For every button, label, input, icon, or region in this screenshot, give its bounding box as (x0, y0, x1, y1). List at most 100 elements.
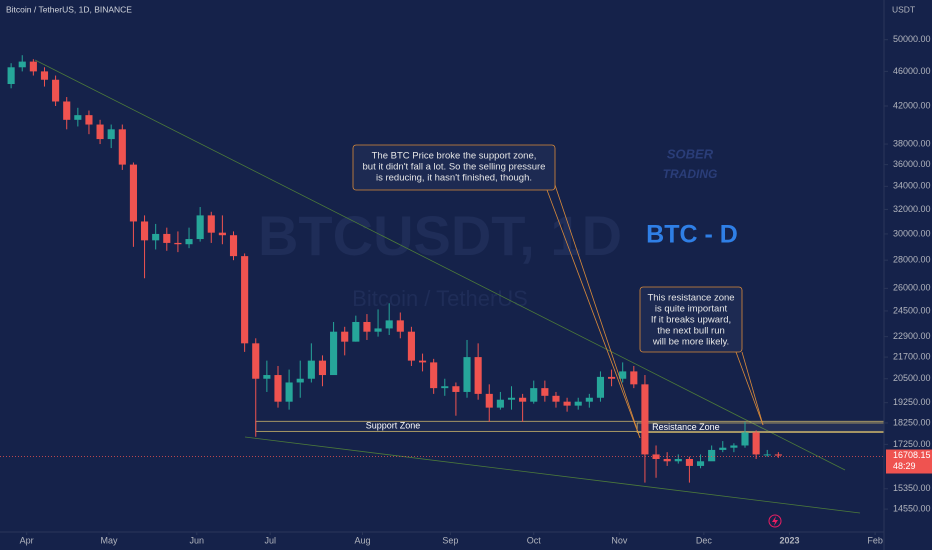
candle-body (352, 321, 360, 342)
candle-body (385, 320, 393, 329)
candle-body (18, 61, 26, 68)
y-tick-label: 17250.00 (893, 439, 931, 449)
candle-body (107, 129, 115, 140)
candle-body (463, 357, 471, 392)
candle-body (241, 256, 249, 344)
candle-body (330, 331, 338, 376)
candle-body (296, 378, 304, 383)
candle-body (207, 215, 215, 233)
candle-body (452, 386, 460, 392)
candle-body (541, 388, 549, 396)
annotation-text: will be more likely. (652, 337, 729, 348)
candle-body (218, 232, 226, 236)
zone-label: Resistance Zone (652, 422, 720, 432)
x-tick-label: Jun (190, 535, 205, 545)
x-tick-label: 2023 (779, 535, 799, 545)
zone-label: Support Zone (366, 421, 421, 431)
candle-body (596, 376, 605, 398)
candle-body (430, 362, 438, 389)
y-tick-label: 15350.00 (893, 483, 931, 493)
candle-body (507, 397, 516, 400)
candle-body (152, 233, 160, 241)
y-tick-label: 19250.00 (893, 397, 931, 407)
candle-body (374, 328, 382, 332)
candle-body (441, 386, 449, 389)
event-icon (768, 514, 782, 528)
candle-body (229, 235, 238, 257)
x-tick-label: Jul (264, 535, 276, 545)
candle-body (185, 239, 193, 245)
y-tick-label: 21700.00 (893, 351, 931, 361)
candle-body (530, 388, 538, 402)
callout-line (741, 351, 764, 426)
logo: SOBER (667, 146, 714, 161)
x-tick-label: Dec (696, 535, 713, 545)
annotation-box (639, 286, 743, 353)
chart-title: BTC - D (646, 221, 738, 249)
callout-line (546, 189, 641, 439)
candle-body (263, 375, 271, 379)
candle-body (752, 432, 760, 455)
trend-line (34, 59, 846, 471)
candle-body (774, 454, 782, 456)
candle-body (519, 397, 527, 402)
callout-line (554, 184, 641, 439)
candle-body (118, 129, 126, 165)
candle-body (407, 331, 415, 361)
y-tick-label: 50000.00 (893, 34, 931, 44)
candle-body (163, 233, 171, 243)
candle-body (307, 360, 315, 379)
y-tick-label: 22900.00 (893, 331, 931, 341)
candle-body (129, 164, 137, 222)
candle-body (641, 384, 649, 455)
x-tick-label: Apr (20, 535, 34, 545)
candle-body (74, 115, 82, 120)
candle-body (363, 321, 371, 332)
logo: TRADING (663, 167, 718, 181)
candle-body (674, 458, 682, 462)
candle-body (63, 101, 71, 120)
countdown: 48:29 (893, 461, 916, 471)
x-tick-label: Feb (867, 535, 883, 545)
y-tick-label: 20500.00 (893, 373, 931, 383)
candle-body (252, 343, 260, 379)
callout-line (735, 351, 764, 426)
candle-body (585, 397, 593, 402)
candle-body (7, 67, 15, 85)
annotation-box (352, 144, 556, 191)
y-tick-label: 24500.00 (893, 305, 931, 315)
candle-body (485, 393, 493, 408)
y-tick-label: 42000.00 (893, 100, 931, 110)
y-tick-label: 14550.00 (893, 503, 931, 513)
candle-body (696, 461, 705, 466)
candle-body (619, 371, 627, 379)
y-tick-label: 32000.00 (893, 204, 931, 214)
candle-body (663, 458, 671, 462)
candle-body (719, 447, 727, 450)
annotation-text: The BTC Price broke the support zone, (372, 151, 537, 162)
candle-body (285, 382, 293, 402)
candle-body (496, 399, 504, 408)
watermark: BTCUSDT, 1D (258, 204, 622, 267)
candle-body (140, 221, 149, 241)
plot: BTCUSDT, 1D Bitcoin / TetherUS SOBER TRADIN… (0, 55, 885, 514)
y-tick-label: 26000.00 (893, 283, 931, 293)
x-tick-label: May (100, 535, 118, 545)
candle-body (563, 401, 571, 406)
currency: USDT (892, 4, 915, 14)
watermark-subtitle: Bitcoin / TetherUS (352, 286, 528, 311)
candle-body (652, 454, 660, 459)
x-tick-label: Nov (611, 535, 628, 545)
y-tick-label: 46000.00 (893, 66, 931, 76)
candle-body (708, 449, 716, 462)
y-tick-label: 30000.00 (893, 228, 931, 238)
x-tick-label: Sep (442, 535, 458, 545)
event-icon (772, 516, 778, 526)
candle-body (274, 375, 282, 402)
candle-body (29, 61, 37, 72)
x-tick-label: Aug (354, 535, 370, 545)
candle-body (96, 124, 104, 140)
candle-body (396, 320, 404, 332)
